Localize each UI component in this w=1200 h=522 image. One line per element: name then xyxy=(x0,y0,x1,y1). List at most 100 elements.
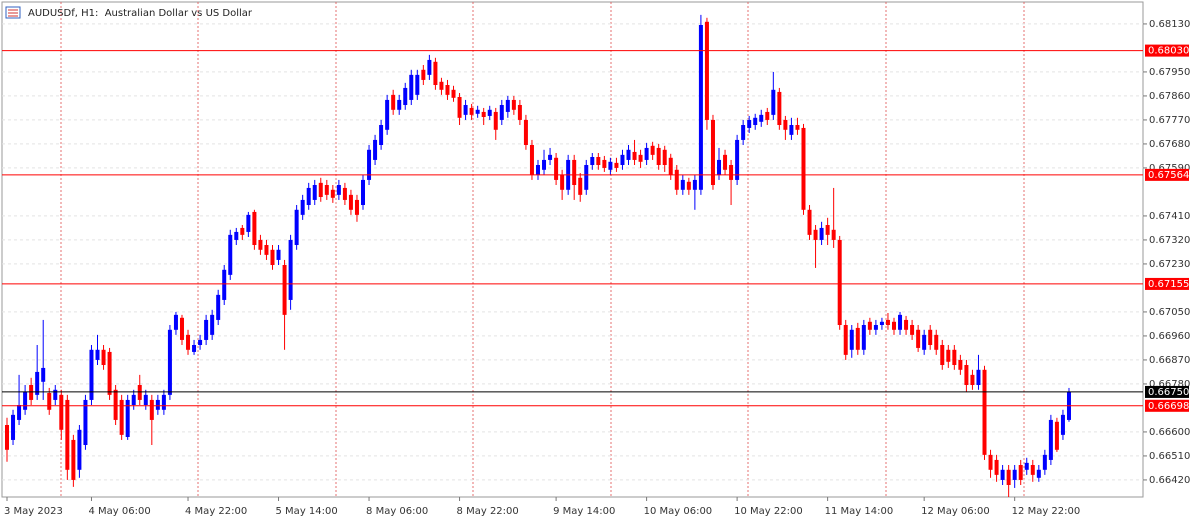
candle-body xyxy=(529,145,534,175)
candle-body xyxy=(698,25,703,190)
candle-body xyxy=(535,165,540,175)
candle-body xyxy=(590,157,595,165)
candle-body xyxy=(638,154,643,162)
x-tick-label: 4 May 22:00 xyxy=(185,506,247,517)
level-label-box xyxy=(1145,399,1189,412)
candle-body xyxy=(934,334,939,350)
candle-body xyxy=(729,165,734,180)
x-tick-label: 10 May 06:00 xyxy=(644,506,713,517)
y-tick-label: 0.67770 xyxy=(1149,115,1190,126)
candle-body xyxy=(771,89,776,115)
candle-body xyxy=(270,249,275,265)
candle-body xyxy=(131,394,136,405)
candle-body xyxy=(680,179,685,190)
level-label: 0.68030 xyxy=(1148,46,1189,57)
candle-body xyxy=(910,325,915,335)
candle-body xyxy=(373,139,378,160)
price-label: 0.66750 xyxy=(1148,387,1189,398)
candle-body xyxy=(885,319,890,325)
candle-body xyxy=(946,349,951,362)
candle-body xyxy=(252,211,257,245)
candle-body xyxy=(879,321,884,325)
candle-body xyxy=(831,229,836,240)
candle-body xyxy=(264,245,269,255)
candle-body xyxy=(439,81,444,90)
candle-body xyxy=(427,59,432,75)
candle-body xyxy=(964,365,969,385)
candle-body xyxy=(1060,414,1065,435)
candle-body xyxy=(276,249,281,260)
x-tick-label: 12 May 22:00 xyxy=(1012,506,1081,517)
candle-body xyxy=(415,74,420,95)
candle-body xyxy=(1036,469,1041,478)
y-tick-label: 0.67590 xyxy=(1149,163,1190,174)
candle-body xyxy=(179,317,184,340)
candle-body xyxy=(656,147,661,165)
candle-body xyxy=(258,239,263,250)
candle-body xyxy=(186,334,191,350)
candle-body xyxy=(958,359,963,370)
candle-body xyxy=(246,214,251,232)
candle-body xyxy=(23,391,28,410)
candle-body xyxy=(801,127,806,210)
x-tick-label: 11 May 14:00 xyxy=(825,506,894,517)
candle-body xyxy=(898,314,903,330)
candle-body xyxy=(596,157,601,165)
candle-body xyxy=(433,61,438,85)
candle-body xyxy=(982,369,987,455)
y-tick-label: 0.67860 xyxy=(1149,91,1190,102)
candle-body xyxy=(861,325,866,350)
candle-body xyxy=(336,185,341,195)
candle-body xyxy=(354,199,359,215)
candle-body xyxy=(940,345,945,365)
candle-body xyxy=(662,149,667,165)
y-tick-label: 0.66960 xyxy=(1149,331,1190,342)
candle-body xyxy=(59,394,64,430)
candle-body xyxy=(849,329,854,350)
candle-body xyxy=(288,239,293,300)
y-tick-label: 0.67230 xyxy=(1149,259,1190,270)
candle-body xyxy=(149,399,154,420)
y-tick-label: 0.66870 xyxy=(1149,355,1190,366)
candle-body xyxy=(348,194,353,210)
candle-body xyxy=(602,159,607,168)
y-tick-label: 0.66780 xyxy=(1149,379,1190,390)
candle-body xyxy=(469,107,474,115)
y-tick-label: 0.67950 xyxy=(1149,67,1190,78)
candle-body xyxy=(970,374,975,385)
candle-body xyxy=(409,74,414,100)
candle-body xyxy=(481,111,486,117)
candle-body xyxy=(306,187,311,205)
candle-body xyxy=(1042,454,1047,470)
price-label-box xyxy=(1145,385,1189,398)
candle-body xyxy=(1018,465,1023,480)
candle-body xyxy=(723,154,728,170)
candle-body xyxy=(324,185,329,195)
candle-body xyxy=(47,393,52,410)
candle-body xyxy=(101,349,106,365)
candle-body xyxy=(41,367,46,382)
candle-body xyxy=(735,139,740,180)
candle-body xyxy=(342,187,347,200)
candle-body xyxy=(572,159,577,185)
candle-body xyxy=(155,399,160,410)
candle-body xyxy=(542,159,547,170)
y-tick-label: 0.67050 xyxy=(1149,307,1190,318)
candle-body xyxy=(421,69,426,80)
candle-body xyxy=(795,125,800,130)
candle-body xyxy=(548,154,553,160)
candle-body xyxy=(385,99,390,130)
candle-body xyxy=(608,161,613,170)
candle-body xyxy=(584,165,589,190)
candle-body xyxy=(710,119,715,185)
candle-body xyxy=(143,394,148,405)
candle-body xyxy=(783,119,788,130)
candle-body xyxy=(463,105,468,115)
candle-body xyxy=(234,231,239,240)
y-tick-label: 0.67320 xyxy=(1149,235,1190,246)
candle-body xyxy=(976,369,981,385)
candle-body xyxy=(668,157,673,175)
candle-body xyxy=(747,119,752,128)
candle-body xyxy=(928,329,933,345)
